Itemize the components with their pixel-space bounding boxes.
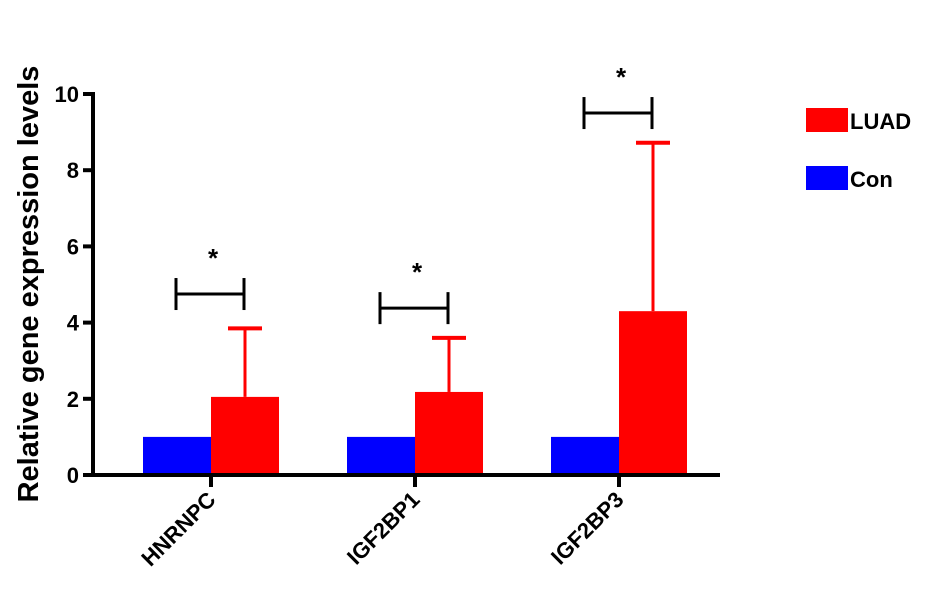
bar-luad-IGF2BP3	[619, 311, 687, 475]
y-tick-label: 0	[67, 463, 79, 488]
legend-swatch-LUAD	[806, 108, 848, 132]
y-tick-label: 2	[67, 387, 79, 412]
y-axis-label: Relative gene expression levels	[13, 66, 45, 503]
y-tick-label: 6	[67, 234, 79, 259]
y-tick-label: 8	[67, 158, 79, 183]
bar-con-HNRNPC	[143, 436, 211, 475]
bar-luad-IGF2BP1	[415, 391, 483, 475]
legend-label-Con: Con	[850, 167, 893, 192]
x-tick-label: IGF2BP1	[342, 487, 425, 570]
bar-con-IGF2BP1	[347, 436, 415, 475]
x-tick-label: HNRNPC	[136, 487, 220, 571]
significance-star: *	[208, 243, 219, 273]
bar-luad-HNRNPC	[211, 396, 279, 475]
legend-swatch-Con	[806, 166, 848, 190]
legend-label-LUAD: LUAD	[850, 109, 911, 134]
x-tick-label: IGF2BP3	[546, 487, 629, 570]
bar-con-IGF2BP3	[551, 436, 619, 475]
significance-star: *	[412, 257, 423, 287]
y-tick-label: 4	[67, 311, 80, 336]
y-tick-label: 10	[55, 82, 79, 107]
significance-star: *	[616, 62, 627, 92]
